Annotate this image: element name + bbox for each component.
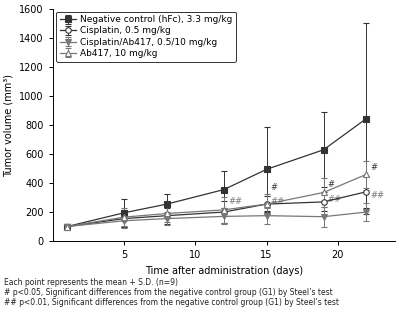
Legend: Negative control (hFc), 3.3 mg/kg, Cisplatin, 0.5 mg/kg, Cisplatin/Ab417, 0.5/10: Negative control (hFc), 3.3 mg/kg, Cispl… xyxy=(56,11,236,61)
Text: #: # xyxy=(328,180,335,189)
Text: ##: ## xyxy=(328,195,342,204)
Text: Each point represents the mean + S.D. (n=9)
# p<0.05, Significant differences fr: Each point represents the mean + S.D. (n… xyxy=(4,278,339,307)
Y-axis label: Tumor volume (mm³): Tumor volume (mm³) xyxy=(4,74,14,177)
Text: #: # xyxy=(370,163,378,172)
Text: ##: ## xyxy=(228,197,242,206)
Text: #: # xyxy=(271,184,278,193)
Text: ##: ## xyxy=(370,192,385,201)
X-axis label: Time after administration (days): Time after administration (days) xyxy=(145,266,303,276)
Text: ##: ## xyxy=(271,197,285,205)
